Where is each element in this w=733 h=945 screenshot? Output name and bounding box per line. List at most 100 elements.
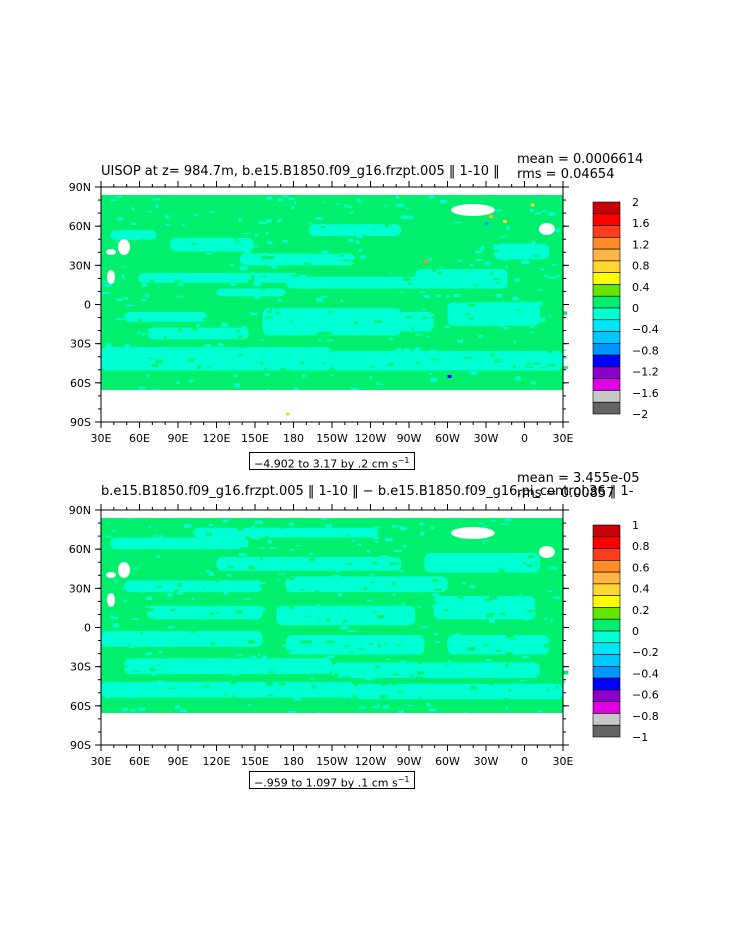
colorbar-swatch — [592, 571, 621, 585]
colorbar-swatch — [592, 654, 621, 667]
colorbar-label: −0.4 — [632, 323, 659, 336]
colorbar-swatch — [592, 666, 621, 679]
colorbar-swatch — [592, 524, 621, 538]
map-plot-2: 30E 60E 90E 120E 150E 180 150W 120W 90W 60W 30W 0 30… — [69, 504, 659, 768]
colorbar-swatch — [592, 724, 621, 738]
colorbar-label: 1 — [632, 519, 639, 532]
y-tick-label: 30S — [70, 338, 91, 351]
y-tick-label: 90N — [69, 504, 91, 517]
contour-range-label-2: −.959 to 1.097 by .1 cm s−1 — [249, 771, 415, 790]
x-tick-label: 150E — [241, 755, 269, 768]
x-tick-label: 90W — [397, 755, 422, 768]
colorbar-swatch — [592, 213, 621, 226]
y-tick-label: 30S — [70, 661, 91, 674]
colorbar-label: 0.8 — [632, 260, 650, 273]
colorbar-label: 0.4 — [632, 281, 650, 294]
colorbar-label: −1.2 — [632, 366, 659, 379]
map-plot-1: 30E 60E 90E 120E 150E 180 150W 120W 90W 60W 30W 0 30… — [69, 181, 659, 445]
colorbar-swatch — [592, 284, 621, 297]
colorbar-label: 0.4 — [632, 583, 650, 596]
colorbar-swatch — [592, 630, 621, 644]
x-tick-label: 120W — [355, 432, 387, 445]
map-panel-1: 30E 60E 90E 120E 150E 180 150W 120W 90W 60W 30W 0 30… — [0, 0, 733, 471]
colorbar-label: 0 — [632, 302, 639, 315]
colorbar-swatch — [592, 307, 621, 321]
y-tick-label: 60S — [70, 377, 91, 390]
x-tick-label: 120E — [203, 432, 231, 445]
colorbar-swatch — [592, 390, 621, 403]
colorbar-swatch — [592, 272, 621, 285]
colorbar-label: 0.6 — [632, 561, 650, 574]
x-tick-label: 180 — [283, 755, 304, 768]
x-tick-label: 30W — [474, 432, 499, 445]
colorbar-label: 0 — [632, 625, 639, 638]
y-tick-label: 0 — [84, 622, 91, 635]
colorbar-label: 1.6 — [632, 217, 650, 230]
colorbar-swatch — [592, 225, 621, 238]
y-tick-label: 90S — [70, 416, 91, 429]
colorbar-swatch — [592, 378, 621, 391]
x-tick-label: 30W — [474, 755, 499, 768]
x-tick-label: 90W — [397, 432, 422, 445]
colorbar-label: −2 — [632, 408, 648, 421]
colorbar-swatch — [592, 319, 621, 332]
range-text-1: −4.902 to 3.17 by .2 cm s — [254, 457, 398, 471]
x-tick-label: 0 — [521, 755, 528, 768]
plot-title-2: b.e15.B1850.f09_g16.frzpt.005 ‖ 1-10 ‖ −… — [101, 484, 634, 499]
colorbar-label: 1.2 — [632, 238, 650, 251]
range-unit-exp-1: −1 — [397, 456, 410, 465]
x-tick-label: 150W — [316, 755, 348, 768]
colorbar-label: 2 — [632, 196, 639, 209]
colorbar-label: −1 — [632, 731, 648, 744]
x-tick-label: 30E — [91, 432, 112, 445]
x-tick-label: 150E — [241, 432, 269, 445]
colorbar-swatch — [592, 260, 621, 273]
range-text-2: −.959 to 1.097 by .1 cm s — [254, 776, 398, 790]
y-tick-label: 60N — [69, 220, 91, 233]
x-tick-label: 30E — [553, 432, 574, 445]
colorbar-swatch — [592, 295, 621, 309]
y-tick-label: 30N — [69, 259, 91, 272]
mean-label-2: mean = 3.455e-05 — [517, 471, 640, 486]
x-tick-label: 60W — [435, 432, 460, 445]
colorbar-label: −0.4 — [632, 667, 659, 680]
mean-label-1: mean = 0.0006614 — [517, 152, 644, 167]
x-tick-label: 30E — [553, 755, 574, 768]
colorbar-swatch — [592, 677, 621, 691]
colorbar-swatch — [592, 343, 621, 356]
x-tick-label: 120W — [355, 755, 387, 768]
colorbar-label: −0.6 — [632, 689, 659, 702]
y-tick-label: 0 — [84, 299, 91, 312]
colorbar-label: −0.2 — [632, 646, 659, 659]
colorbar-label: −0.8 — [632, 344, 659, 357]
contour-range-label-1: −4.902 to 3.17 by .2 cm s−1 — [249, 452, 415, 471]
x-tick-label: 60E — [129, 755, 150, 768]
colorbar-swatch — [592, 237, 621, 250]
map-panel-2: 30E 60E 90E 120E 150E 180 150W 120W 90W 60W 30W 0 30… — [0, 470, 733, 945]
colorbar-swatch — [592, 354, 621, 368]
colorbar-swatch — [592, 689, 621, 702]
rms-label-2: rms = 0.00857 — [517, 486, 615, 501]
x-tick-label: 60E — [129, 432, 150, 445]
colorbar-swatch — [592, 536, 621, 549]
y-tick-label: 60S — [70, 700, 91, 713]
colorbar-swatch — [592, 713, 621, 726]
y-tick-label: 90S — [70, 739, 91, 752]
colorbar-swatch — [592, 583, 621, 596]
colorbar-swatch — [592, 248, 621, 262]
x-tick-label: 90E — [168, 432, 189, 445]
colorbar-swatch — [592, 560, 621, 573]
colorbar-swatch — [592, 607, 621, 620]
colorbar-label: −1.6 — [632, 387, 659, 400]
rms-label-1: rms = 0.04654 — [517, 167, 615, 182]
x-tick-label: 120E — [203, 755, 231, 768]
colorbar-swatch — [592, 366, 621, 379]
colorbar-swatch — [592, 331, 621, 344]
y-tick-label: 30N — [69, 582, 91, 595]
plot-title-1: UISOP at z= 984.7m, b.e15.B1850.f09_g16.… — [101, 164, 500, 179]
colorbar-swatch — [592, 401, 621, 415]
colorbar-swatch — [592, 618, 621, 632]
colorbar-label: −0.8 — [632, 710, 659, 723]
colorbar-swatch — [592, 548, 621, 561]
colorbar-label: 0.2 — [632, 604, 650, 617]
